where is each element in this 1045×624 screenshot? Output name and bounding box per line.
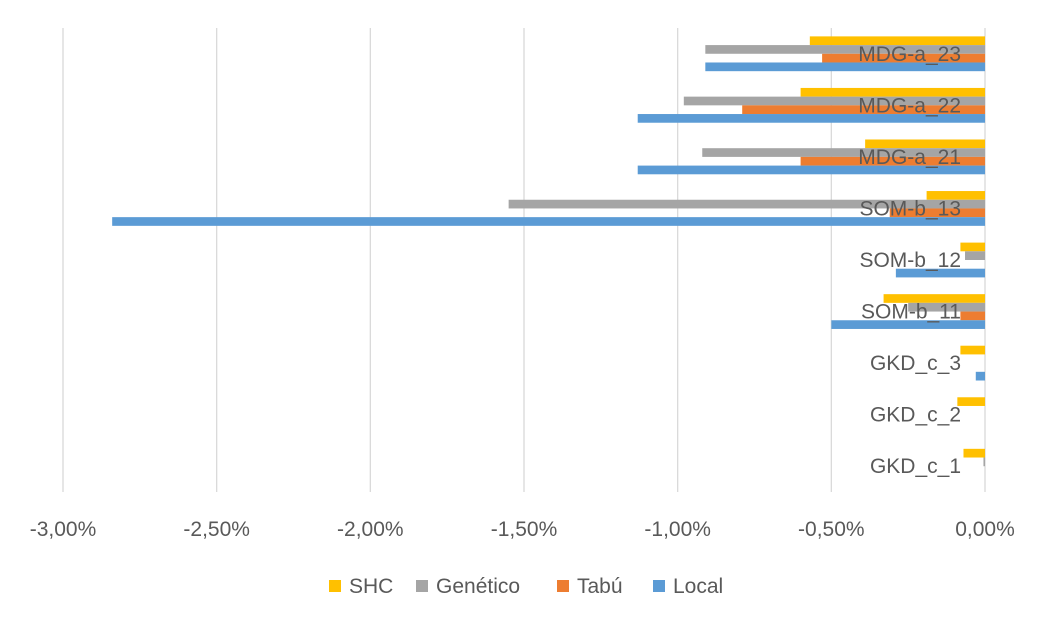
bar-shc — [960, 345, 985, 355]
bar-shc — [963, 448, 985, 458]
bar-shc — [800, 87, 985, 97]
x-tick-label: -3,00% — [30, 518, 97, 541]
legend-label-gen-tico: Genético — [436, 575, 520, 598]
bar-local — [831, 320, 985, 329]
x-axis-tick-labels: -3,00% -2,50% -2,00% -1,50% -1,00% -0,50% 0,00… — [30, 518, 1015, 541]
bar-shc — [809, 36, 985, 46]
legend-swatch-local — [653, 580, 665, 592]
category-label: GKD_c_1 — [870, 455, 961, 478]
category-label: GKD_c_2 — [870, 404, 961, 427]
bar-gen-tico — [908, 302, 985, 312]
bar-local — [637, 114, 985, 123]
bar-tab- — [800, 156, 985, 166]
category-label: MDG-a_23 — [858, 43, 961, 66]
legend-label-local: Local — [673, 575, 723, 598]
bar-shc — [926, 191, 985, 200]
bar-gen-tico — [702, 148, 985, 157]
bar-local — [637, 165, 985, 175]
bar-local — [705, 62, 985, 72]
legend-swatch-tab- — [557, 580, 569, 592]
x-tick-label: -0,50% — [798, 518, 865, 541]
bar-shc — [960, 242, 985, 252]
x-tick-label: -1,50% — [491, 518, 558, 541]
category-label: SOM-b_12 — [859, 249, 961, 272]
bar-tab- — [889, 208, 985, 218]
bar-gen-tico — [683, 96, 985, 106]
category-label: SOM-b_13 — [859, 197, 961, 220]
bar-gen-tico — [705, 45, 985, 54]
category-labels: GKD_c_1 GKD_c_2 GKD_c_3 SOM-b_11 SOM-b_12 SOM… — [858, 43, 961, 478]
legend-swatch-gen-tico — [416, 580, 428, 592]
category-label: MDG-a_21 — [858, 146, 961, 169]
bars — [112, 36, 985, 467]
bar-gen-tico — [983, 457, 985, 467]
bar-shc — [957, 397, 985, 406]
legend-label-shc: SHC — [349, 575, 393, 598]
category-label: MDG-a_22 — [858, 94, 961, 117]
bar-shc — [865, 139, 985, 149]
category-label: GKD_c_3 — [870, 352, 961, 375]
bar-local — [895, 268, 985, 278]
x-tick-label: -2,50% — [183, 518, 250, 541]
legend-swatch-shc — [329, 580, 341, 592]
legend: SHC Genético Tabú Local — [329, 575, 723, 598]
bar-tab- — [822, 53, 985, 63]
category-label: SOM-b_11 — [861, 301, 961, 324]
bar-local — [112, 217, 985, 226]
x-tick-label: -2,00% — [337, 518, 404, 541]
bar-gen-tico — [508, 199, 985, 209]
bar-tab- — [960, 311, 985, 321]
x-tick-label: -1,00% — [644, 518, 711, 541]
bar-shc — [883, 294, 985, 303]
bar-gen-tico — [965, 251, 985, 260]
bar-local — [975, 371, 985, 381]
x-tick-label: 0,00% — [955, 518, 1015, 541]
bar-tab- — [742, 105, 985, 115]
legend-label-tab-: Tabú — [577, 575, 623, 598]
